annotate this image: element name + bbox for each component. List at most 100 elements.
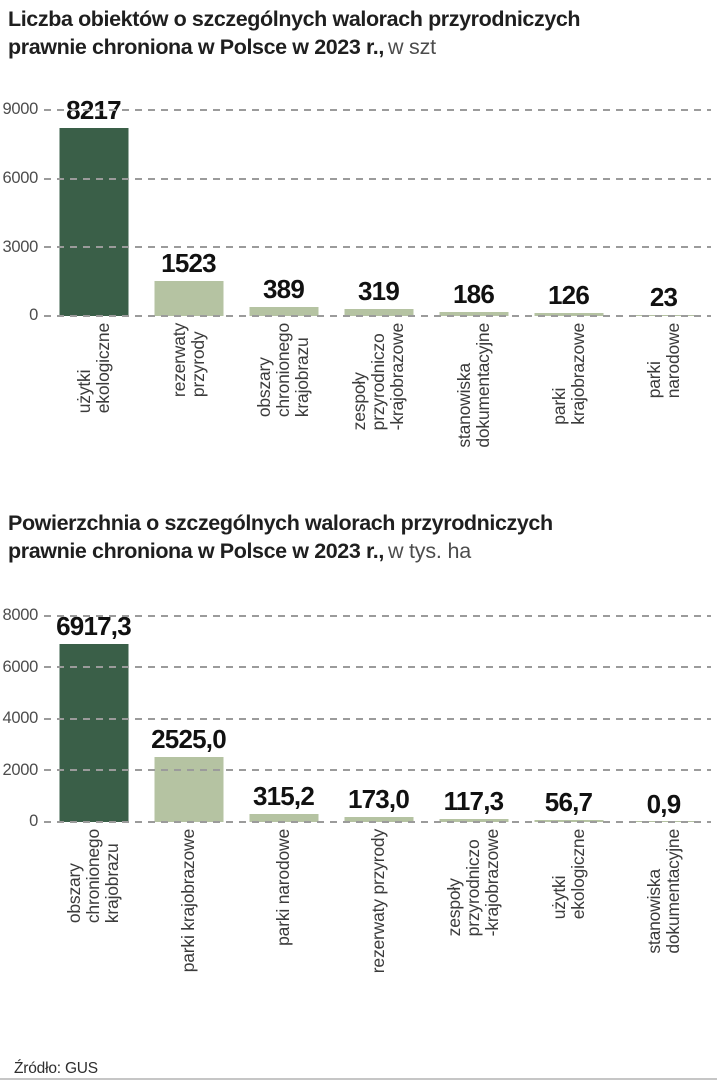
gridline <box>44 820 711 823</box>
y-tick-label: 0 <box>29 306 38 325</box>
bar <box>59 127 128 316</box>
bar-column: 6917,3 <box>46 610 141 822</box>
bar <box>249 813 318 822</box>
bars-row: 6917,3 2525,0 315,2 173,0 117,3 56,7 0,9 <box>46 610 711 822</box>
x-category-label: rezerwaty przyrody <box>168 322 208 397</box>
y-tick-label: 6000 <box>2 169 38 188</box>
bar <box>154 281 223 316</box>
value-label: 319 <box>358 275 400 306</box>
x-label-column: parki krajobrazowe <box>521 316 616 488</box>
x-category-label: obszary chronionego krajobrazu <box>64 828 122 923</box>
y-tick-label: 4000 <box>2 709 38 728</box>
x-category-label: zespoły przyrodniczo -krajobrazowe <box>444 828 502 937</box>
chart-section-count: Liczba obiektów o szczególnych walorach … <box>0 0 717 488</box>
bars-row: 8217 1523 389 319 186 126 23 <box>46 97 711 316</box>
x-label-column: stanowiska dokumentacyjne <box>616 822 711 1014</box>
bar <box>344 817 413 822</box>
x-category-label: stanowiska dokumentacyjne <box>453 322 493 448</box>
y-tick-label: 6000 <box>2 657 38 676</box>
value-label: 6917,3 <box>56 610 132 641</box>
x-category-label: parki krajobrazowe <box>548 322 588 425</box>
x-category-label: rezerwaty przyrody <box>368 828 388 973</box>
chart-unit-label: w tys. ha <box>387 538 471 563</box>
bar <box>439 818 508 822</box>
gridline <box>44 666 711 669</box>
value-label: 23 <box>649 282 678 313</box>
value-label: 1523 <box>161 248 216 279</box>
bar <box>154 756 223 822</box>
y-tick-label: 9000 <box>2 100 38 119</box>
bar-column: 2525,0 <box>141 616 236 822</box>
bar-column: 389 <box>236 110 331 316</box>
value-label: 186 <box>453 278 495 309</box>
x-category-label: parki narodowe <box>273 828 293 946</box>
gridline <box>44 769 711 772</box>
gridline <box>44 717 711 720</box>
chart-title-line2: prawnie chroniona w Polsce w 2023 r., <box>8 538 384 563</box>
y-tick-label: 0 <box>29 812 38 831</box>
bar <box>249 306 318 316</box>
bar <box>439 311 508 316</box>
source-note: Źródło: GUS <box>14 1059 98 1077</box>
value-label: 173,0 <box>347 784 410 815</box>
bar <box>534 313 603 316</box>
x-category-label: zespoły przyrodniczo -krajobrazowe <box>349 322 407 431</box>
x-category-label: parki narodowe <box>643 322 683 399</box>
x-label-column: parki krajobrazowe <box>141 822 236 1014</box>
bar-column: 319 <box>331 110 426 316</box>
x-label-column: zespoły przyrodniczo -krajobrazowe <box>331 316 426 488</box>
gridline <box>44 614 711 617</box>
bar-column: 315,2 <box>236 616 331 822</box>
chart-title-count: Liczba obiektów o szczególnych walorach … <box>0 0 717 62</box>
gridline <box>44 246 711 249</box>
y-tick-label: 8000 <box>2 606 38 625</box>
x-category-label: stanowiska dokumentacyjne <box>643 828 683 954</box>
bar <box>344 308 413 316</box>
bar-column: 23 <box>616 110 711 316</box>
chart-title-line1: Powierzchnia o szczególnych walorach prz… <box>8 510 553 535</box>
gridline <box>44 108 711 111</box>
value-label: 126 <box>548 280 590 310</box>
value-label: 117,3 <box>443 785 504 816</box>
x-label-column: parki narodowe <box>236 822 331 1014</box>
x-axis-labels-area: obszary chronionego krajobrazu parki krajob… <box>46 822 711 1014</box>
x-label-column: obszary chronionego krajobrazu <box>46 822 141 1014</box>
value-label: 2525,0 <box>151 723 227 754</box>
bar-column: 126 <box>521 110 616 316</box>
bar <box>59 643 128 822</box>
x-label-column: rezerwaty przyrody <box>141 316 236 488</box>
gridline <box>44 177 711 180</box>
bar-column: 186 <box>426 110 521 316</box>
x-axis-labels-count: użytki ekologiczne rezerwaty przyrody obszar… <box>46 316 711 488</box>
x-category-label: obszary chronionego krajobrazu <box>254 322 312 418</box>
gridline <box>44 314 711 317</box>
chart-title-line1: Liczba obiektów o szczególnych walorach … <box>8 7 581 31</box>
value-label: 389 <box>263 273 305 304</box>
x-label-column: rezerwaty przyrody <box>331 822 426 1014</box>
chart-title-line2: prawnie chroniona w Polsce w 2023 r., <box>8 34 384 59</box>
x-label-column: parki narodowe <box>616 316 711 488</box>
bar-column: 8217 <box>46 97 141 316</box>
y-tick-label: 3000 <box>2 237 38 256</box>
value-label: 56,7 <box>544 787 593 818</box>
value-label: 0,9 <box>646 788 682 819</box>
x-category-label: parki krajobrazowe <box>178 828 198 973</box>
x-category-label: użytki ekologiczne <box>73 322 113 414</box>
bar-column: 173,0 <box>331 616 426 822</box>
x-label-column: obszary chronionego krajobrazu <box>236 316 331 488</box>
x-label-column: stanowiska dokumentacyjne <box>426 316 521 488</box>
x-label-column: użytki ekologiczne <box>46 316 141 488</box>
chart-section-area: Powierzchnia o szczególnych walorach prz… <box>0 504 717 1014</box>
x-label-column: użytki ekologiczne <box>521 822 616 1014</box>
value-label: 315,2 <box>252 780 315 811</box>
chart-title-area: Powierzchnia o szczególnych walorach prz… <box>0 504 717 566</box>
bar-column: 117,3 <box>426 616 521 822</box>
x-label-column: zespoły przyrodniczo -krajobrazowe <box>426 822 521 1014</box>
y-tick-label: 2000 <box>2 760 38 779</box>
plot-area-count: 8217 1523 389 319 186 126 23 0 3000 6000 9000 <box>2 97 711 323</box>
x-category-label: użytki ekologiczne <box>548 828 588 919</box>
chart-unit-label: w szt <box>387 34 436 59</box>
plot-area-area: 6917,3 2525,0 315,2 173,0 117,3 56,7 0,9 0 2000… <box>2 607 711 829</box>
bar-column: 1523 <box>141 110 236 316</box>
